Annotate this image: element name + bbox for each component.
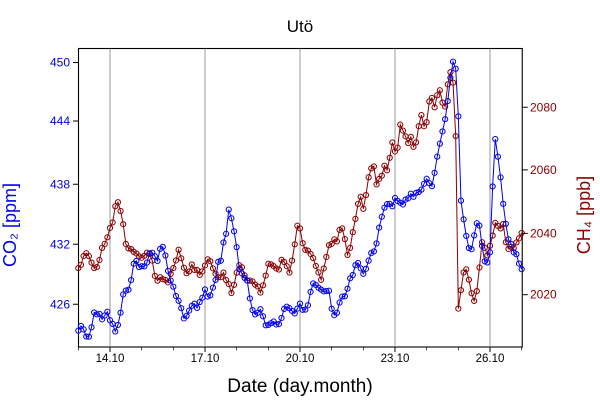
svg-text:444: 444 <box>50 114 70 128</box>
svg-text:426: 426 <box>50 297 70 311</box>
svg-text:20.10: 20.10 <box>286 353 315 365</box>
svg-text:2080: 2080 <box>530 100 557 114</box>
svg-text:2020: 2020 <box>530 288 557 302</box>
svg-text:CO₂ [ppm]: CO₂ [ppm] <box>0 183 20 267</box>
svg-text:438: 438 <box>50 177 70 191</box>
svg-text:CH₄ [ppb]: CH₄ [ppb] <box>574 176 594 254</box>
svg-text:26.10: 26.10 <box>476 353 505 365</box>
svg-text:2060: 2060 <box>530 163 557 177</box>
svg-text:Utö: Utö <box>287 17 313 36</box>
svg-text:2040: 2040 <box>530 226 557 240</box>
svg-text:432: 432 <box>50 237 70 251</box>
svg-text:Date (day.month): Date (day.month) <box>227 376 372 397</box>
svg-text:17.10: 17.10 <box>191 353 220 365</box>
svg-text:14.10: 14.10 <box>96 353 125 365</box>
svg-text:23.10: 23.10 <box>381 353 410 365</box>
svg-text:450: 450 <box>50 56 70 70</box>
